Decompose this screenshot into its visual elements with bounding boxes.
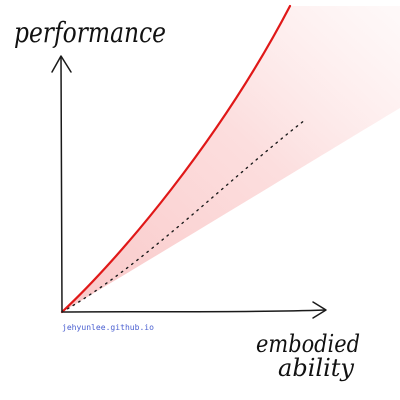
x-axis-line <box>61 309 326 313</box>
x-axis-label-line2: ability <box>278 354 354 382</box>
arrow-right-icon <box>312 301 327 319</box>
y-axis-label: performance <box>14 16 166 49</box>
upper-red-line <box>60 4 292 314</box>
arrow-up-icon <box>51 55 72 73</box>
credit-text: jehyunlee.github.io <box>62 323 154 332</box>
x-axis-label-line1: embodied <box>256 330 360 358</box>
shaded-gap-region <box>62 6 400 312</box>
y-axis-line <box>60 56 63 313</box>
